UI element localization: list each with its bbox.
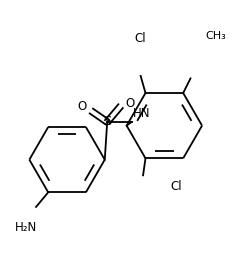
Text: H₂N: H₂N (15, 221, 37, 234)
Text: O: O (126, 97, 135, 110)
Text: Cl: Cl (134, 32, 146, 45)
Text: S: S (103, 115, 111, 128)
Text: CH₃: CH₃ (205, 31, 226, 41)
Text: HN: HN (133, 107, 150, 120)
Text: O: O (77, 100, 86, 113)
Text: Cl: Cl (171, 180, 182, 193)
